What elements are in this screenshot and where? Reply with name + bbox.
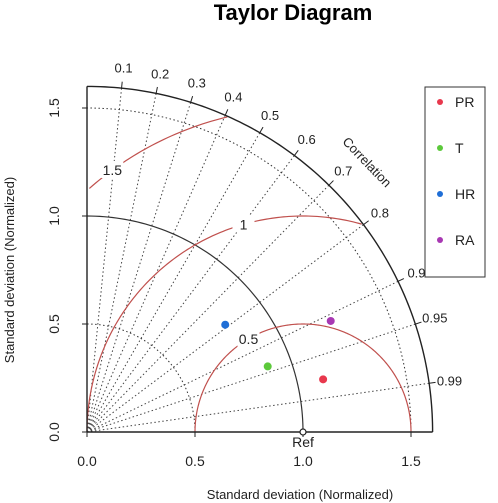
legend-marker-pr: [437, 99, 443, 105]
correlation-tick-label: 0.6: [298, 132, 316, 147]
points-layer: Ref: [221, 316, 335, 450]
data-point-pr: [319, 375, 328, 384]
correlation-tick-mark-0.1: [121, 81, 123, 89]
correlation-tick-mark-0.5: [259, 126, 264, 133]
chart-title: Taylor Diagram: [214, 0, 373, 25]
rms-contour-0.5: [194, 323, 412, 433]
legend-box: [424, 86, 486, 278]
correlation-tick-mark-0.4: [224, 109, 229, 116]
data-point-hr: [221, 320, 230, 329]
correlation-tick-mark-0.9: [397, 278, 405, 282]
x-tick-label: 1.5: [401, 453, 421, 469]
x-tick-label: 0.0: [77, 453, 97, 469]
legend-marker-ra: [437, 237, 443, 243]
correlation-line-0.2: [86, 93, 157, 433]
correlation-axis-label: Correlation: [340, 134, 395, 190]
rms-label-background: [237, 329, 260, 347]
correlation-tick-mark-0.7: [328, 180, 334, 186]
correlation-line-0.7: [86, 184, 330, 433]
std-contour-0.5: [86, 323, 196, 433]
x-tick-label: 0.5: [185, 453, 205, 469]
rms-label-0.5: 0.5: [239, 331, 259, 347]
legend-items: PR T HR RA: [437, 94, 475, 248]
correlation-line-0.3: [86, 102, 192, 433]
y-axis-label: Standard deviation (Normalized): [2, 177, 17, 363]
legend-marker-t: [437, 145, 443, 151]
correlation-tick-label: 0.1: [115, 61, 133, 76]
std-contour-1: [86, 215, 304, 433]
legend-label-hr: HR: [455, 186, 475, 202]
legend-marker-hr: [437, 191, 443, 197]
rms-label-1: 1: [240, 216, 248, 232]
correlation-tick-label: 0.8: [371, 205, 389, 220]
x-tick-label: 1.0: [293, 453, 313, 469]
y-tick-label: 0.5: [46, 314, 62, 334]
correlation-tick-mark-0.99: [429, 381, 436, 384]
grid-layer: 0.5 1 1.5: [86, 88, 430, 433]
correlation-tick-mark-0.3: [190, 95, 194, 103]
outer-correlation-arc: [86, 85, 434, 433]
std-contour-1.5: [86, 107, 412, 433]
correlation-line-0.9: [86, 280, 399, 433]
x-axis-label: Standard deviation (Normalized): [207, 487, 393, 502]
rms-label-background: [101, 161, 124, 178]
correlation-tick-mark-0.8: [363, 220, 369, 226]
correlation-line-0.5: [86, 132, 261, 433]
correlation-tick-label: 0.5: [261, 108, 279, 123]
correlation-tick-label: 0.4: [224, 89, 242, 104]
legend-label-t: T: [455, 140, 464, 156]
correlation-line-0.95: [86, 323, 416, 433]
legend-label-ra: RA: [455, 232, 475, 248]
legend: PR T HR RA: [424, 86, 486, 278]
correlation-tick-label: 0.3: [188, 76, 206, 91]
correlation-tick-mark-0.95: [415, 321, 422, 325]
correlation-tick-label: 0.7: [334, 164, 352, 179]
y-tick-label: 0.0: [46, 422, 62, 442]
y-tick-label: 1.5: [46, 98, 62, 118]
correlation-tick-label: 0.99: [437, 373, 462, 388]
correlation-line-0.1: [86, 88, 123, 433]
reference-point: [299, 428, 307, 436]
data-point-t: [263, 362, 272, 371]
reference-label: Ref: [292, 434, 314, 450]
legend-label-pr: PR: [455, 94, 474, 110]
correlation-line-0.6: [86, 155, 295, 433]
correlation-tick-label: 0.2: [151, 66, 169, 81]
correlation-line-0.99: [86, 382, 430, 433]
correlation-tick-label: 0.95: [422, 311, 447, 326]
correlation-tick-mark-0.2: [155, 86, 158, 94]
rms-label-background: [232, 215, 255, 233]
data-point-ra: [326, 316, 335, 325]
rms-label-1.5: 1.5: [103, 162, 123, 178]
correlation-tick-mark-0.6: [293, 150, 299, 156]
correlation-tick-label: 0.9: [407, 265, 425, 280]
y-tick-label: 1.0: [46, 206, 62, 226]
rms-contour-1: [86, 215, 362, 433]
